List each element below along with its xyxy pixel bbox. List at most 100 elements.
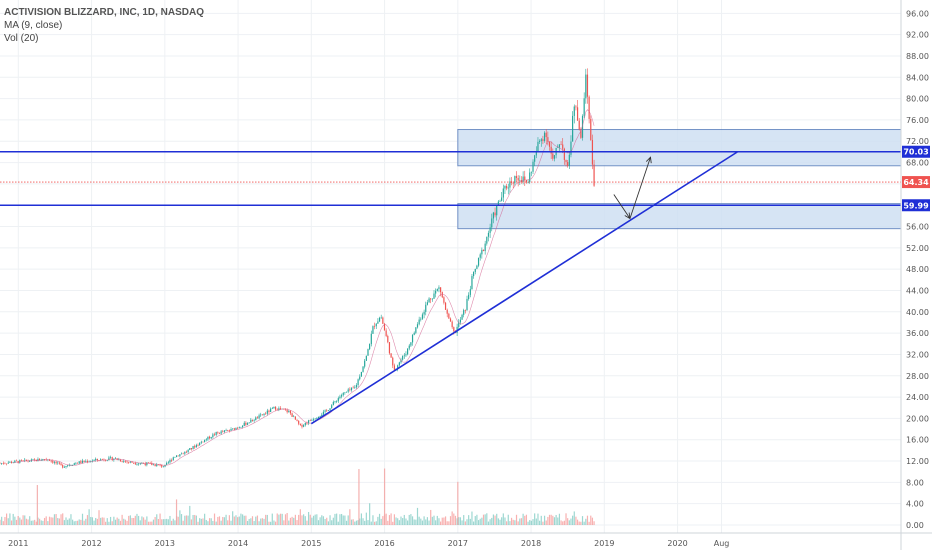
volume-bar <box>519 518 521 526</box>
candle-body <box>359 376 361 380</box>
candle-body <box>7 462 9 464</box>
candle-body <box>461 314 463 320</box>
volume-bar <box>316 514 318 526</box>
candle-body <box>373 326 376 327</box>
candle-body <box>449 318 452 322</box>
chart-legend: ACTIVISION BLIZZARD, INC, 1D, NASDAQ MA … <box>4 6 204 45</box>
candle-body <box>138 463 140 465</box>
volume-bar <box>139 520 141 526</box>
volume-bar <box>85 518 87 526</box>
volume-bar <box>208 518 211 526</box>
volume-bar <box>111 521 113 526</box>
candle-body <box>39 458 41 461</box>
candle-body <box>256 417 259 419</box>
volume-bar <box>402 518 404 526</box>
candle-body <box>4 463 6 465</box>
candle-body <box>355 385 358 388</box>
candle-body <box>542 139 544 141</box>
volume-bar <box>420 518 422 526</box>
ma-indicator-label: MA (9, close) <box>4 20 63 31</box>
candle-body <box>171 460 173 461</box>
candle-body <box>9 461 11 463</box>
volume-bar <box>476 514 478 526</box>
volume-bar <box>133 518 135 526</box>
volume-bar <box>6 513 8 526</box>
volume-bar <box>520 518 523 526</box>
candle-body <box>174 457 176 458</box>
volume-bar <box>166 518 168 526</box>
volume-bar <box>17 515 19 526</box>
candle-body <box>522 176 524 183</box>
candle-body <box>185 451 188 453</box>
candle-body <box>558 144 561 148</box>
candle-body <box>208 436 211 439</box>
volume-bar <box>435 520 437 526</box>
candle-body <box>286 410 288 413</box>
volume-bar <box>177 516 179 526</box>
volume-bar <box>124 519 127 526</box>
volume-bar <box>555 514 557 526</box>
volume-bar <box>154 516 156 526</box>
volume-bar <box>545 520 547 526</box>
volume-bar <box>126 520 128 526</box>
candle-body <box>317 416 320 418</box>
candle-body <box>340 395 343 397</box>
volume-bar <box>184 515 186 526</box>
volume-bar <box>212 520 214 526</box>
candle-body <box>504 185 506 189</box>
volume-bar <box>271 513 273 526</box>
candle-body <box>311 420 313 421</box>
volume-bar <box>449 516 452 526</box>
price-tags: 70.03 59.99 64.34 <box>902 145 930 212</box>
candle-body <box>354 387 356 388</box>
volume-bar <box>416 507 419 526</box>
candle-body <box>307 420 310 424</box>
candle-body <box>129 461 131 463</box>
candle-body <box>403 355 405 357</box>
moving-average-line <box>13 109 595 466</box>
volume-bar <box>532 519 534 526</box>
candle-body <box>534 155 536 162</box>
candle-body <box>463 310 465 315</box>
volume-bar <box>169 515 171 526</box>
candle-body <box>124 460 127 462</box>
price-tick-label: 80.00 <box>906 95 929 104</box>
candle-body <box>291 413 293 417</box>
candle-body <box>126 461 128 463</box>
price-tick-label: 68.00 <box>906 159 929 168</box>
volume-bar <box>91 517 94 526</box>
candle-body <box>329 408 331 411</box>
candle-body <box>96 458 98 461</box>
volume-bar <box>539 520 541 526</box>
volume-bar <box>382 516 384 526</box>
volume-bar <box>22 515 24 526</box>
candle-body <box>52 461 54 463</box>
candle-body <box>218 432 221 434</box>
volume-bar <box>517 521 519 526</box>
candle-body <box>458 322 460 327</box>
price-tick-label: 52.00 <box>906 244 929 253</box>
price-tick-label: 48.00 <box>906 265 929 274</box>
candle-body <box>248 422 250 424</box>
volume-bar <box>294 514 296 526</box>
time-tick-label: 2014 <box>228 539 248 548</box>
candle-body <box>91 460 94 462</box>
candle-body <box>233 428 235 430</box>
candle-body <box>489 227 491 233</box>
price-zone <box>457 203 902 230</box>
volume-bar <box>568 520 570 526</box>
volume-bar <box>451 511 453 526</box>
candle-body <box>540 139 542 141</box>
candle-body <box>593 164 595 186</box>
current-price-tag: 64.34 <box>903 178 929 187</box>
volume-bar <box>471 511 473 526</box>
candle-body <box>369 344 371 350</box>
volume-bar <box>586 515 589 526</box>
candle-body <box>58 462 61 464</box>
candle-body <box>118 459 120 461</box>
volume-bar <box>473 521 475 526</box>
volume-bar <box>337 521 339 526</box>
candle-body <box>344 392 346 393</box>
candle-body <box>80 461 82 463</box>
